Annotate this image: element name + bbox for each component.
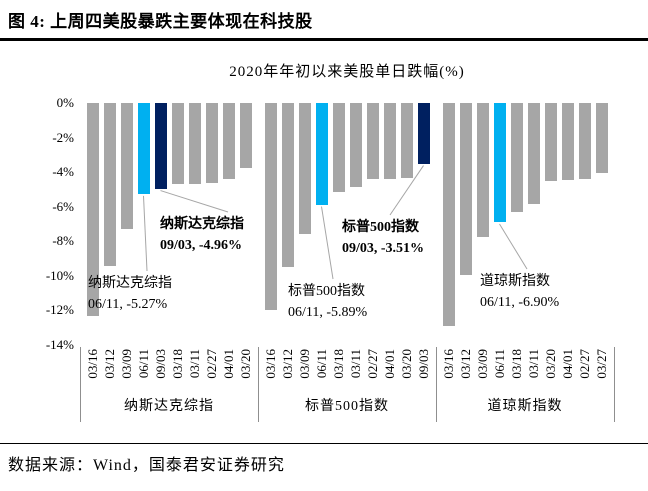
axis-group-divider [435,347,437,422]
annotation-道琼斯指数-06/11: 道琼斯指数 06/11, -6.90% [480,271,559,313]
x-axis-date-label: 03/12 [280,349,295,379]
bar-标普500指数-04/01 [383,103,396,180]
x-axis-date-label: 03/11 [526,349,541,379]
x-axis-date-label: 02/27 [204,349,219,379]
bar-标普500指数-03/20 [400,103,413,178]
x-axis-group-label: 道琼斯指数 [487,399,563,414]
chart-title: 2020年年初以来美股单日跌幅(%) [229,64,465,80]
x-axis-date-label: 03/09 [297,349,312,379]
bar-标普500指数-06/11 [315,103,328,205]
x-axis-date-label: 03/16 [263,349,278,379]
bar-标普500指数-03/18 [332,103,345,193]
annotation-index-name: 标普500指数 [288,284,365,299]
bar-标普500指数-03/09 [298,103,311,235]
x-axis-date-label: 03/27 [594,349,609,379]
annotation-date-value: 06/11, -5.89% [288,305,368,320]
x-axis-group-label: 纳斯达克综指 [124,399,214,414]
x-axis-date-label: 03/20 [399,349,414,379]
x-axis-date-label: 03/18 [331,349,346,379]
bar-纳斯达克综指-09/03 [154,103,167,189]
x-axis-date-label: 02/27 [365,349,380,379]
bar-纳斯达克综指-03/12 [103,103,116,266]
axis-group-divider [257,347,259,422]
figure-header: 图 4: 上周四美股暴跌主要体现在科技股 [8,7,313,32]
annotation-index-name: 纳斯达克综指 [160,217,244,232]
x-axis-group-label: 标普500指数 [305,399,389,414]
bar-标普500指数-02/27 [366,103,379,180]
x-axis-date-label: 09/03 [153,349,168,379]
x-axis-date-label: 03/16 [85,349,100,379]
y-axis-tick-label: -2% [52,129,74,145]
y-axis-tick-label: 0% [56,95,74,110]
x-axis-date-label: 03/20 [543,349,558,379]
y-axis-tick-label: -14% [45,336,74,352]
x-axis-date-label: 04/01 [221,349,236,379]
bar-道琼斯指数-06/11 [493,103,506,223]
bar-纳斯达克综指-03/20 [239,103,252,169]
x-axis-date-label: 06/11 [314,349,329,379]
bar-道琼斯指数-03/20 [544,103,557,182]
header-divider [0,38,648,41]
bar-道琼斯指数-03/11 [527,103,540,205]
x-axis-date-label: 03/18 [170,349,185,379]
data-source: 数据来源：Wind，国泰君安证券研究 [8,457,285,474]
x-axis-date-label: 03/12 [102,349,117,379]
bar-标普500指数-09/03 [417,103,430,164]
x-axis-date-label: 04/01 [382,349,397,379]
y-axis-tick-label: -6% [52,198,74,214]
bar-道琼斯指数-04/01 [561,103,574,180]
x-axis-date-label: 03/09 [475,349,490,379]
x-axis-date-label: 03/11 [348,349,363,379]
bar-纳斯达克综指-03/11 [188,103,201,185]
figure-title: 上周四美股暴跌主要体现在科技股 [50,12,313,31]
annotation-纳斯达克综指-06/11: 纳斯达克综指 06/11, -5.27% [88,273,172,315]
bar-标普500指数-03/11 [349,103,362,188]
annotation-标普500指数-09/03: 标普500指数 09/03, -3.51% [342,217,424,259]
x-axis-date-label: 06/11 [492,349,507,379]
annotation-index-name: 道琼斯指数 [480,274,550,289]
bar-标普500指数-03/16 [264,103,277,310]
x-axis-date-label: 09/03 [416,349,431,379]
annotation-标普500指数-06/11: 标普500指数 06/11, -5.89% [288,281,367,323]
annotation-index-name: 标普500指数 [342,220,419,235]
bar-纳斯达克综指-03/18 [171,103,184,185]
y-axis-tick-label: -12% [45,302,74,317]
bar-道琼斯指数-02/27 [578,103,591,180]
bar-纳斯达克综指-03/16 [86,103,99,316]
y-axis-tick-label: -10% [45,267,74,283]
bar-道琼斯指数-03/12 [459,103,472,276]
bar-纳斯达克综指-06/11 [137,103,150,194]
x-axis-date-label: 03/16 [441,349,456,379]
annotation-date-value: 09/03, -4.96% [160,238,243,253]
x-axis-date-label: 03/12 [458,349,473,379]
x-axis-date-label: 03/20 [238,349,253,379]
annotation-纳斯达克综指-09/03: 纳斯达克综指 09/03, -4.96% [160,214,244,256]
bar-道琼斯指数-03/18 [510,103,523,212]
bar-道琼斯指数-03/09 [476,103,489,238]
figure-label: 图 4: [8,12,46,31]
x-axis-date-label: 02/27 [577,349,592,379]
x-axis-date-label: 03/11 [187,349,202,379]
annotation-index-name: 纳斯达克综指 [88,276,172,291]
footer-divider [0,443,648,444]
x-axis-date-label: 03/09 [119,349,134,379]
x-axis-date-label: 03/18 [509,349,524,379]
x-axis-date-label: 04/01 [560,349,575,379]
axis-group-divider [613,347,615,422]
bar-道琼斯指数-03/16 [442,103,455,327]
bar-标普500指数-03/12 [281,103,294,268]
bar-纳斯达克综指-03/09 [120,103,133,229]
bar-纳斯达克综指-02/27 [205,103,218,183]
axis-group-divider [79,347,81,422]
y-axis-tick-label: -8% [52,233,74,248]
y-axis-tick-label: -4% [52,164,74,179]
annotation-date-value: 09/03, -3.51% [342,241,425,256]
bar-道琼斯指数-03/27 [595,103,608,174]
annotation-date-value: 06/11, -6.90% [480,295,560,310]
bar-纳斯达克综指-04/01 [222,103,235,180]
x-axis-date-label: 06/11 [136,349,151,379]
annotation-date-value: 06/11, -5.27% [88,297,168,312]
